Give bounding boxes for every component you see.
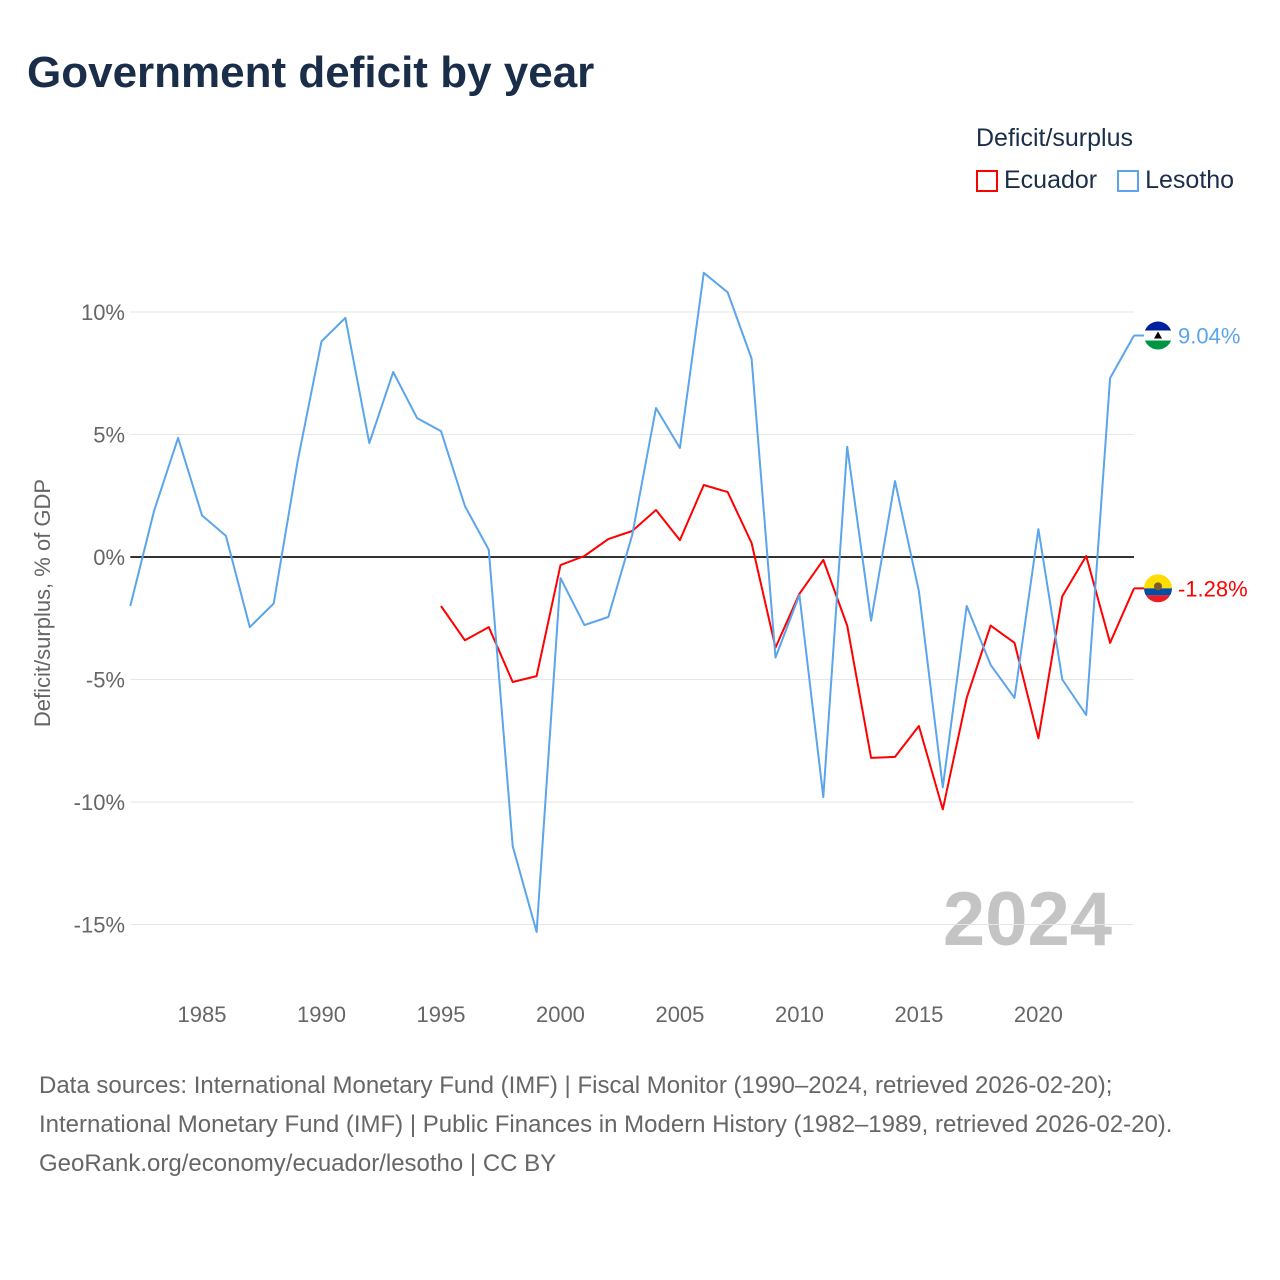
x-tick-label: 2010 <box>775 1002 824 1027</box>
legend-item-ecuador[interactable]: Ecuador <box>976 166 1097 195</box>
legend-item-lesotho[interactable]: Lesotho <box>1117 166 1234 195</box>
source-text: Data sources: International Monetary Fun… <box>39 1072 1173 1138</box>
year-watermark: 2024 <box>943 877 1112 962</box>
y-tick-label: 10% <box>81 300 125 325</box>
y-tick-label: 0% <box>93 545 125 570</box>
lesotho-flag-icon <box>1144 321 1172 350</box>
x-tick-label: 2000 <box>536 1002 585 1027</box>
legend-title: Deficit/surplus <box>976 124 1133 152</box>
y-tick-label: -10% <box>74 790 125 815</box>
y-tick-label: -15% <box>74 913 125 938</box>
x-tick-label: 2020 <box>1014 1002 1063 1027</box>
legend-swatch-ecuador <box>976 169 998 192</box>
x-tick-label: 2005 <box>655 1002 704 1027</box>
series-line-ecuador <box>440 484 1135 811</box>
x-tick-label: 2015 <box>894 1002 943 1027</box>
attribution-text: GeoRank.org/economy/ecuador/lesotho | CC… <box>39 1150 557 1177</box>
x-tick-label: 1990 <box>297 1002 346 1027</box>
source-note: Data sources: International Monetary Fun… <box>39 1066 1239 1183</box>
x-tick-label: 1995 <box>416 1002 465 1027</box>
legend: Ecuador Lesotho <box>976 166 1234 195</box>
chart-title: Government deficit by year <box>27 48 595 97</box>
end-value-label-lesotho: 9.04% <box>1178 324 1240 349</box>
legend-label-ecuador: Ecuador <box>1004 166 1098 194</box>
y-axis-label: Deficit/surplus, % of GDP <box>30 479 55 727</box>
ecuador-flag-icon <box>1144 574 1172 603</box>
legend-label-lesotho: Lesotho <box>1145 166 1235 194</box>
x-tick-label: 1985 <box>178 1002 227 1027</box>
y-tick-label: 5% <box>93 423 125 448</box>
y-tick-label: -5% <box>86 668 125 693</box>
series-line-lesotho <box>129 271 1135 933</box>
end-value-label-ecuador: -1.28% <box>1178 576 1248 601</box>
legend-swatch-lesotho <box>1117 169 1140 192</box>
